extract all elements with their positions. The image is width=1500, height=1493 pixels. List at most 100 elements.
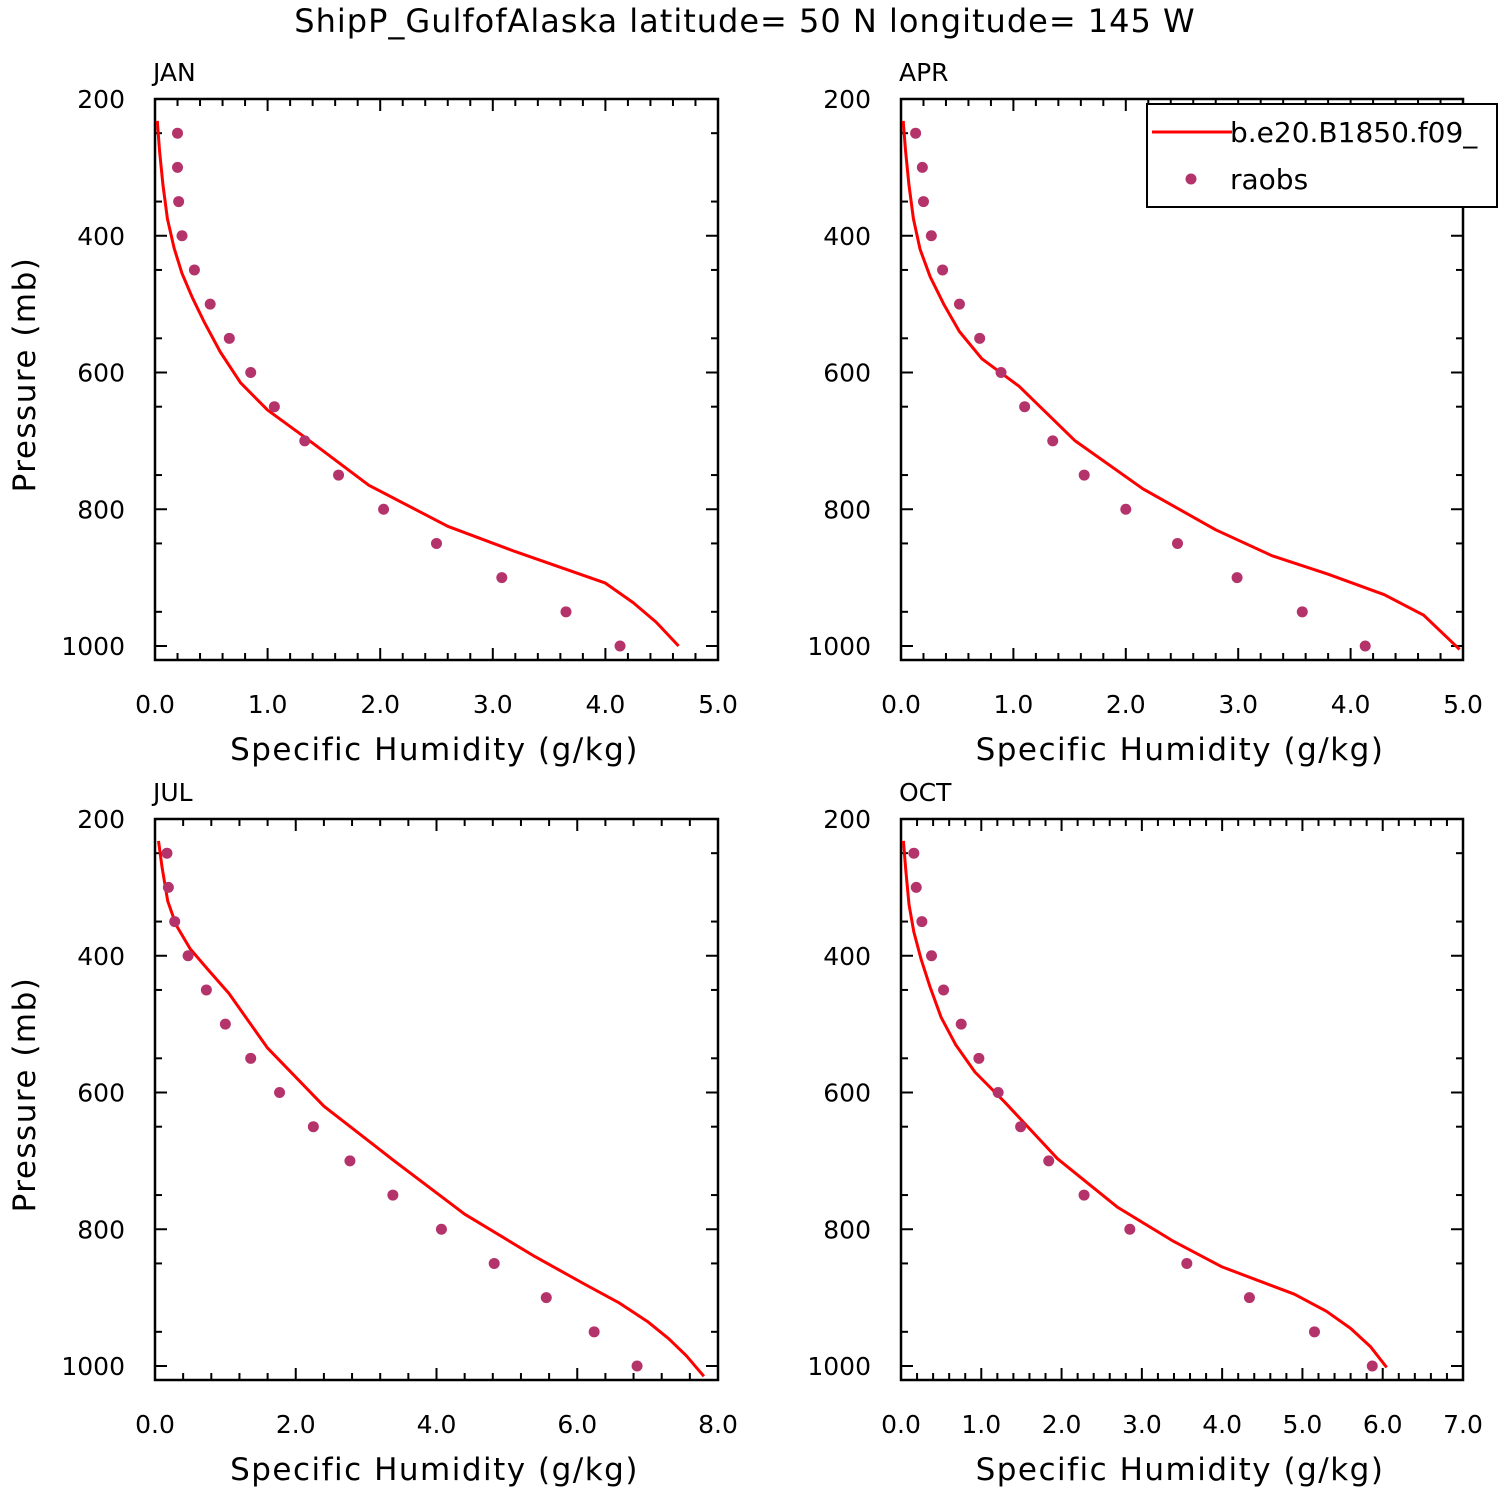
x-tick-label: 2.0 (1106, 690, 1146, 719)
x-tick-label: 4.0 (1202, 1410, 1242, 1439)
raobs-point (1019, 401, 1031, 413)
x-tick-label: 0.0 (881, 690, 921, 719)
raobs-point (299, 435, 311, 447)
raobs-point (169, 916, 181, 928)
y-tick-label: 200 (77, 805, 125, 834)
raobs-point (333, 469, 345, 481)
raobs-point (176, 230, 188, 242)
raobs-point (307, 1121, 319, 1133)
figure-title: ShipP_GulfofAlaska latitude= 50 N longit… (294, 2, 1195, 40)
legend: b.e20.B1850.f09_raobs (1146, 103, 1498, 208)
panel-jul: JUL 0.0 2.0 4.0 6.0 8.0 200 400 600 800 1000 Specif… (7, 778, 738, 1488)
raobs-point (910, 881, 922, 893)
raobs-point (431, 537, 442, 549)
x-tick-label: 1.0 (248, 690, 288, 719)
raobs-point (1172, 537, 1184, 549)
panel-label: OCT (899, 778, 952, 807)
y-tick-label: 400 (77, 942, 125, 971)
legend-obs-label: raobs (1230, 163, 1308, 196)
legend-obs-swatch (1185, 173, 1197, 185)
raobs-point (387, 1189, 399, 1201)
y-tick-label: 800 (77, 1215, 125, 1244)
raobs-point (1047, 435, 1059, 447)
y-axis-label: Pressure (mb) (7, 257, 43, 493)
x-tick-label: 0.0 (881, 1410, 921, 1439)
raobs-point (1181, 1257, 1193, 1269)
raobs-point (435, 1223, 447, 1235)
raobs-point (200, 984, 212, 996)
raobs-point (496, 572, 508, 584)
y-tick-label: 200 (823, 805, 871, 834)
x-axis-label: Specific Humidity (g/kg) (976, 1452, 1385, 1488)
y-tick-label: 600 (823, 1079, 871, 1108)
raobs-point (955, 1018, 967, 1030)
x-tick-label: 6.0 (1363, 1410, 1403, 1439)
panel-oct: OCT 0.0 1.0 2.0 3.0 4.0 5.0 6.0 7.0 200 400 600 800 1… (807, 778, 1483, 1488)
raobs-point (219, 1018, 231, 1030)
raobs-point (268, 401, 280, 413)
x-tick-label: 1.0 (961, 1410, 1001, 1439)
y-tick-label: 1000 (61, 1352, 125, 1381)
x-tick-label: 2.0 (360, 690, 400, 719)
y-tick-label: 1000 (807, 1352, 871, 1381)
x-axis-label: Specific Humidity (g/kg) (230, 732, 639, 768)
raobs-point (1124, 1223, 1136, 1235)
y-tick-label: 800 (77, 495, 125, 524)
raobs-point (908, 847, 920, 859)
model-series-line (155, 120, 680, 648)
y-tick-label: 600 (77, 359, 125, 388)
raobs-point (162, 881, 174, 893)
model-series-line (901, 840, 1388, 1369)
raobs-point (973, 1052, 985, 1064)
raobs-point (916, 916, 928, 928)
raobs-point (488, 1257, 500, 1269)
raobs-point (1359, 640, 1371, 652)
plot-frame (153, 817, 720, 1382)
x-tick-label: 0.0 (135, 1410, 175, 1439)
raobs-point (1366, 1360, 1378, 1372)
raobs-point (1120, 503, 1132, 515)
x-tick-label: 5.0 (1443, 690, 1483, 719)
y-axis-label: Pressure (mb) (7, 977, 43, 1213)
raobs-point (560, 606, 572, 618)
raobs-point (344, 1155, 356, 1167)
raobs-point (1296, 606, 1308, 618)
raobs-point (1078, 469, 1090, 481)
panel-label: JAN (151, 58, 196, 87)
legend-model-label: b.e20.B1850.f09_ (1230, 116, 1478, 149)
y-tick-label: 200 (77, 85, 125, 114)
raobs-point (1078, 1189, 1090, 1201)
x-tick-label: 0.0 (135, 690, 175, 719)
raobs-point (937, 264, 949, 276)
x-tick-label: 7.0 (1443, 1410, 1483, 1439)
raobs-point (1043, 1155, 1055, 1167)
x-tick-label: 5.0 (1283, 1410, 1323, 1439)
raobs-point (172, 161, 184, 173)
x-axis-label: Specific Humidity (g/kg) (976, 732, 1385, 768)
legend-box (1146, 103, 1498, 208)
raobs-point (925, 230, 937, 242)
raobs-point (172, 127, 184, 139)
y-tick-label: 200 (823, 85, 871, 114)
x-tick-label: 4.0 (417, 1410, 457, 1439)
plot-frame (899, 817, 1465, 1382)
plot-frame (153, 97, 720, 662)
x-tick-label: 4.0 (1331, 690, 1371, 719)
raobs-point (938, 984, 950, 996)
raobs-point (1231, 572, 1243, 584)
raobs-point (1243, 1292, 1255, 1304)
panels: JAN 0.0 1.0 2.0 3.0 4.0 5.0 200 400 600 800 1000 Spe… (7, 58, 1498, 1488)
x-tick-label: 3.0 (473, 690, 513, 719)
x-tick-label: 3.0 (1122, 1410, 1162, 1439)
model-series-line (157, 840, 706, 1378)
x-tick-label: 3.0 (1218, 690, 1258, 719)
x-tick-label: 2.0 (276, 1410, 316, 1439)
raobs-point (995, 367, 1007, 378)
raobs-point (953, 298, 965, 310)
raobs-point (245, 367, 257, 378)
raobs-point (173, 196, 185, 208)
y-tick-label: 800 (823, 1215, 871, 1244)
raobs-point (926, 950, 938, 962)
raobs-point (1015, 1121, 1027, 1133)
